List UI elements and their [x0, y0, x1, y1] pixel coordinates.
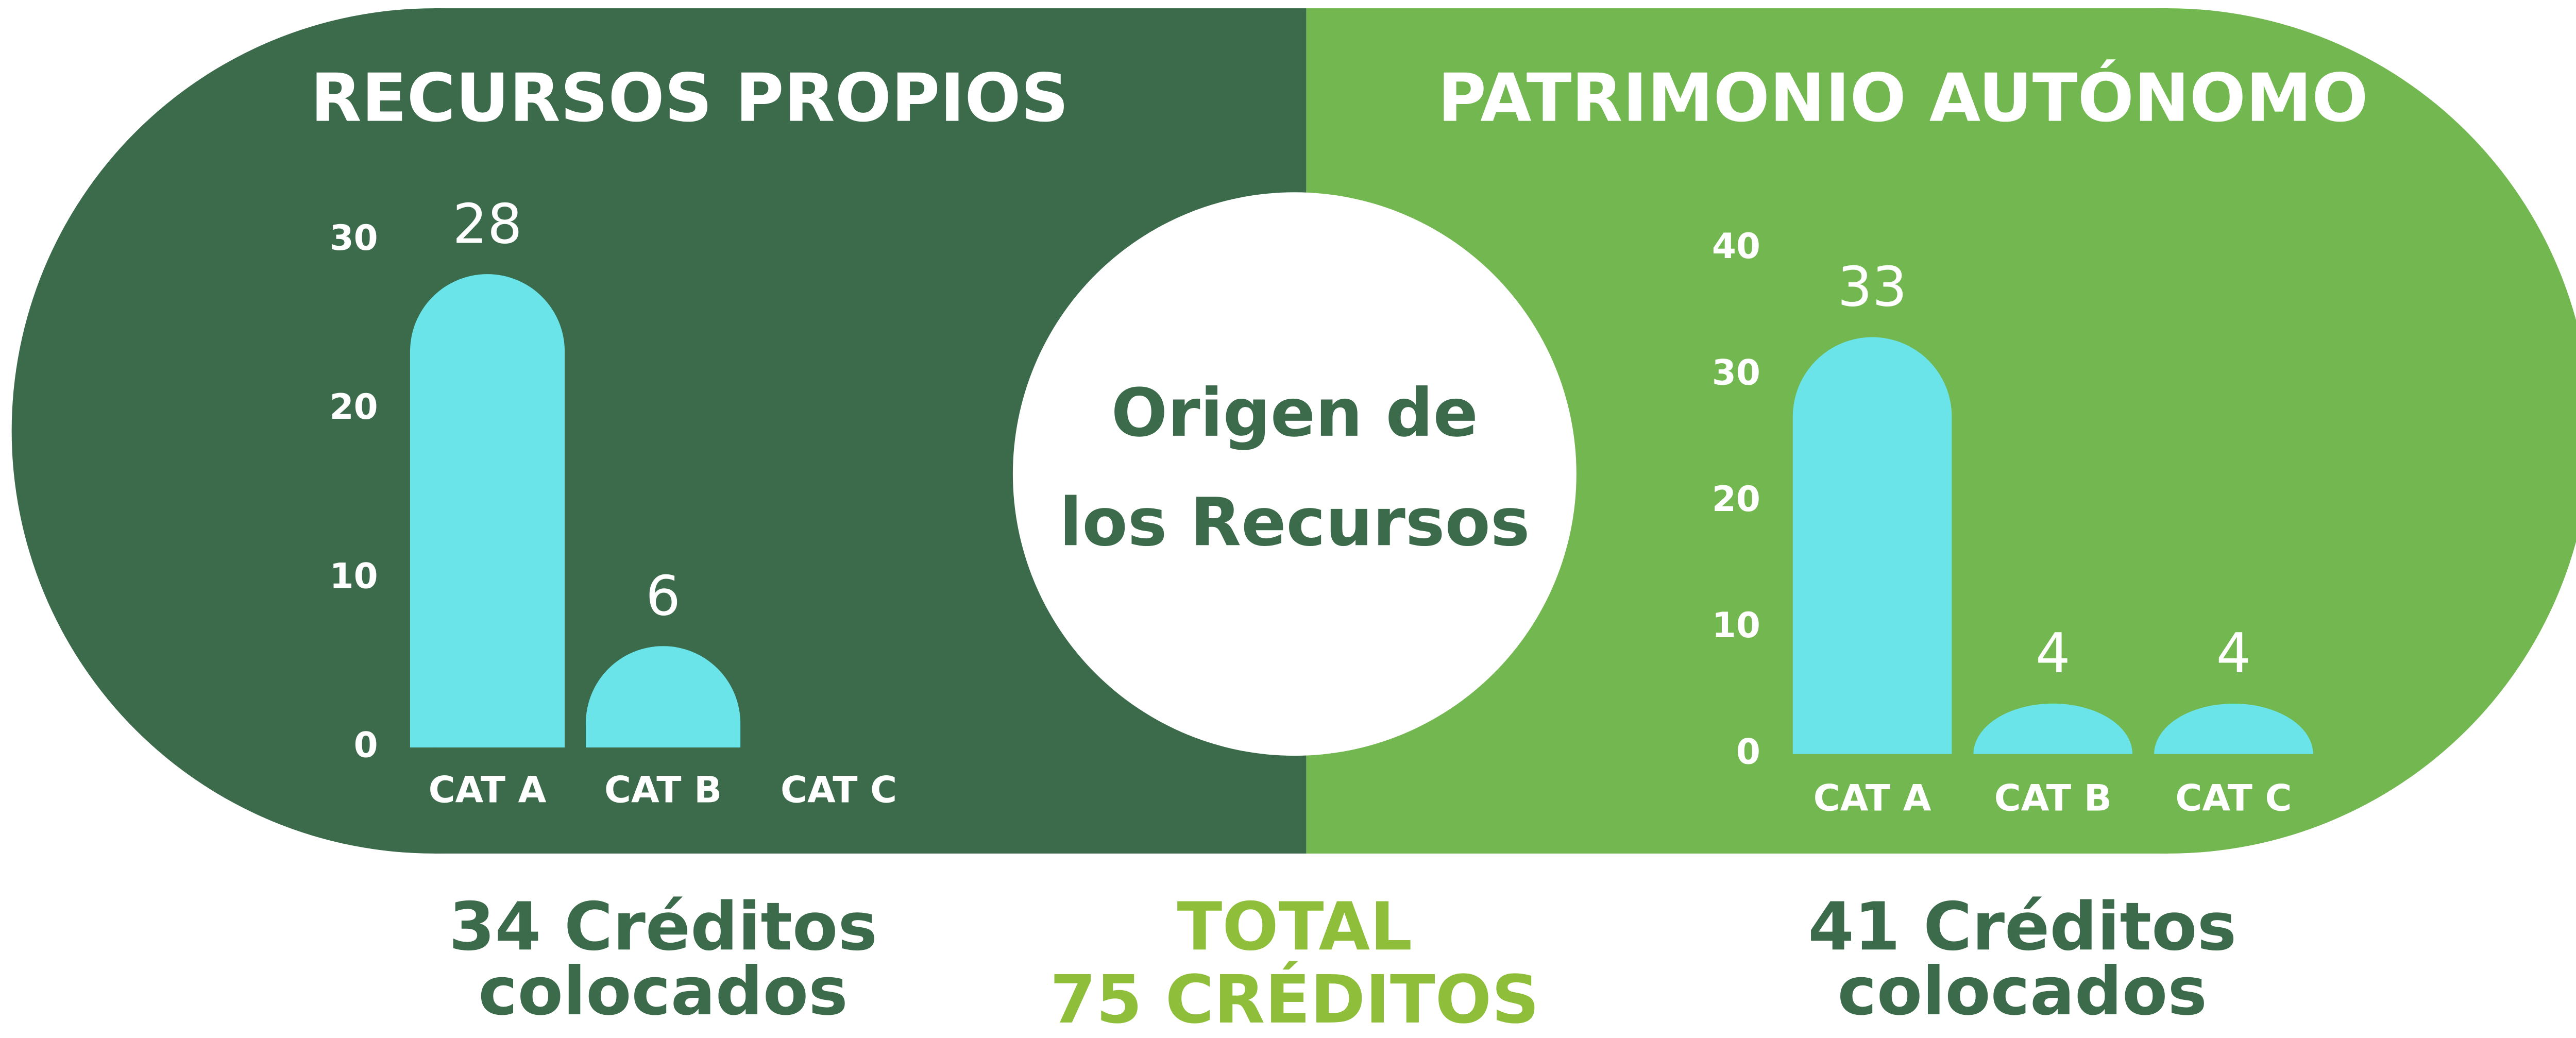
- summary: colocados: [478, 954, 848, 1030]
- chart-title: PATRIMONIO AUTÓNOMO: [1438, 60, 2368, 137]
- y-tick-label: 10: [330, 555, 378, 596]
- summary: 41 Créditos: [1808, 889, 2236, 965]
- data-label: 4: [2036, 622, 2071, 686]
- x-tick-label: CAT B: [1994, 776, 2112, 819]
- data-label: 4: [2216, 622, 2251, 686]
- chart-title: RECURSOS PROPIOS: [311, 60, 1069, 137]
- x-tick-label: CAT B: [604, 768, 722, 811]
- x-tick-label: CAT C: [781, 768, 897, 811]
- total: TOTAL: [1177, 889, 1413, 965]
- y-tick-label: 40: [1712, 226, 1760, 266]
- bar: [410, 274, 565, 748]
- data-label: 6: [646, 564, 681, 628]
- total: 75 CRÉDITOS: [1050, 961, 1539, 1038]
- y-tick-label: 20: [1712, 479, 1760, 519]
- center-label: los Recursos: [1059, 484, 1530, 561]
- bar: [1973, 703, 2133, 754]
- y-tick-label: 10: [1712, 605, 1760, 645]
- bar: [585, 646, 741, 748]
- bar: [1792, 337, 1952, 754]
- y-tick-label: 30: [1712, 352, 1760, 393]
- data-label: 33: [1838, 256, 1907, 319]
- x-tick-label: CAT A: [1814, 776, 1931, 819]
- x-tick-label: CAT C: [2175, 776, 2292, 819]
- center-circle: [1012, 192, 1577, 756]
- x-tick-label: CAT A: [429, 768, 547, 811]
- summary: 34 Créditos: [449, 889, 877, 965]
- y-tick-label: 30: [330, 217, 378, 258]
- data-label: 28: [452, 192, 522, 256]
- y-tick-label: 20: [330, 386, 378, 427]
- summary: colocados: [1838, 954, 2207, 1030]
- y-tick-label: 0: [354, 725, 378, 765]
- center-label: Origen de: [1111, 375, 1478, 452]
- bar: [2154, 703, 2313, 754]
- y-tick-label: 0: [1736, 731, 1760, 772]
